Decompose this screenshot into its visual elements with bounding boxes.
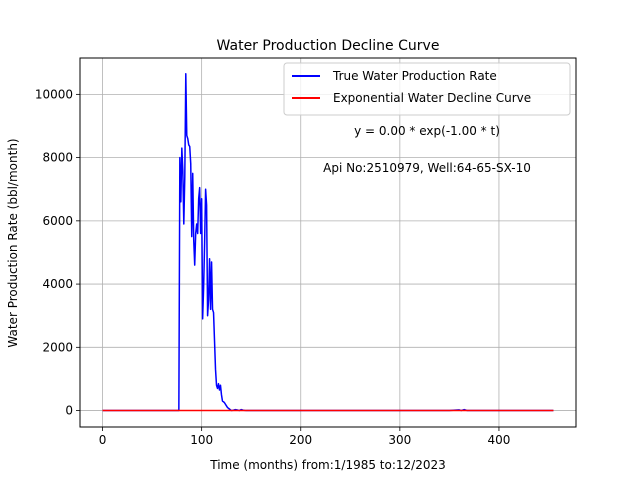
chart-title: Water Production Decline Curve: [217, 38, 440, 54]
y-tick-label-3: 6000: [42, 214, 73, 228]
x-tick-label-4: 400: [487, 433, 510, 447]
y-tick-label-4: 8000: [42, 151, 73, 165]
legend-label-true-water-production: True Water Production Rate: [332, 69, 497, 83]
y-axis-ticks: 0 2000 4000 6000 8000 10000: [35, 87, 80, 418]
legend: True Water Production Rate Exponential W…: [283, 62, 571, 116]
x-tick-label-3: 300: [388, 433, 411, 447]
y-tick-label-2: 4000: [42, 277, 73, 291]
equation-annotation: y = 0.00 * exp(-1.00 * t): [354, 124, 500, 138]
series-layer: [102, 73, 554, 412]
x-axis-label: Time (months) from:1/1985 to:12/2023: [209, 458, 446, 472]
y-tick-label-1: 2000: [42, 340, 73, 354]
legend-label-exponential-decline: Exponential Water Decline Curve: [333, 91, 531, 105]
y-tick-label-0: 0: [65, 404, 73, 418]
x-axis-ticks: 0 100 200 300 400: [99, 427, 510, 447]
x-tick-label-2: 200: [289, 433, 312, 447]
x-tick-label-0: 0: [99, 433, 107, 447]
y-axis-label: Water Production Rate (bbl/month): [6, 138, 20, 347]
y-tick-label-5: 10000: [35, 87, 73, 101]
legend-box: [283, 62, 571, 116]
x-tick-label-1: 100: [190, 433, 213, 447]
well-info-annotation: Api No:2510979, Well:64-65-SX-10: [323, 161, 531, 175]
plot-area-frame: [79, 57, 577, 428]
